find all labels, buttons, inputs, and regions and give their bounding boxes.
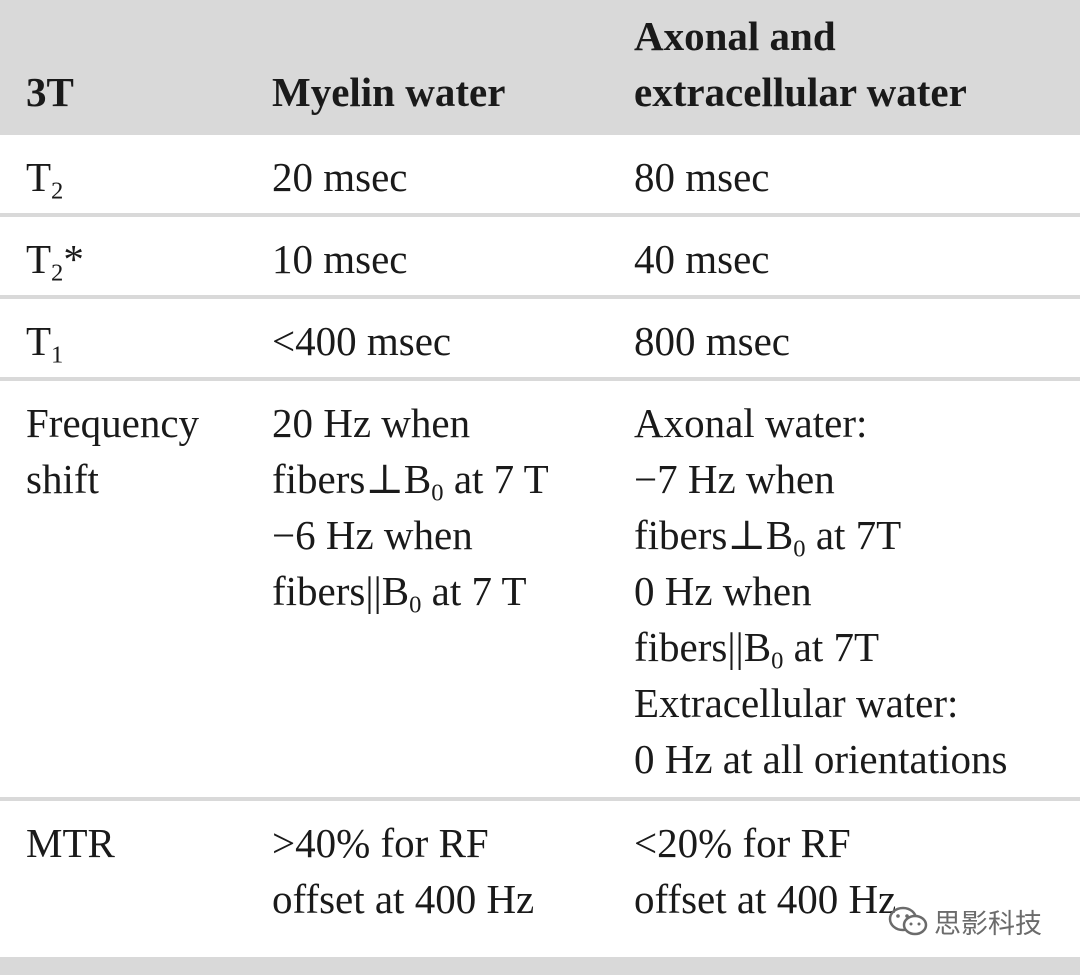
row-label-t2: T2 — [26, 154, 64, 205]
table-row-frequency-shift: Frequency shift 20 Hz when fibers⊥B0 at … — [0, 381, 1080, 797]
table-row-t1: T1 <400 msec 800 msec — [0, 299, 1080, 377]
cell-axonal-t2star: 40 msec — [634, 236, 770, 282]
row-label-t1: T1 — [26, 318, 64, 369]
table-row-mtr: MTR >40% for RF offset at 400 Hz <20% fo… — [0, 801, 1080, 957]
table-row-t2: T2 20 msec 80 msec — [0, 135, 1080, 213]
cell-myelin-mtr: >40% for RF offset at 400 Hz — [272, 820, 535, 922]
table-bottom-band — [0, 961, 1080, 975]
row-label-mtr: MTR — [26, 820, 115, 866]
row-label-frequency-shift: Frequency shift — [26, 400, 200, 502]
header-axonal-extracellular-water: Axonal and extracellular water — [634, 13, 967, 115]
table-header-row: 3T Myelin water Axonal and extracellular… — [0, 0, 1080, 132]
watermark: 思影科技 — [888, 902, 1042, 941]
cell-myelin-t1: <400 msec — [272, 318, 452, 364]
cell-myelin-t2: 20 msec — [272, 154, 408, 200]
header-field-strength: 3T — [26, 69, 74, 115]
row-label-t2star: T2* — [26, 236, 84, 287]
wechat-icon — [888, 906, 928, 935]
cell-axonal-t2: 80 msec — [634, 154, 770, 200]
cell-axonal-t1: 800 msec — [634, 318, 790, 364]
cell-myelin-frequency-shift: 20 Hz when fibers⊥B0 at 7 T −6 Hz when f… — [272, 400, 549, 619]
watermark-text: 思影科技 — [934, 909, 1042, 940]
cell-axonal-frequency-shift: Axonal water: −7 Hz when fibers⊥B0 at 7T… — [634, 400, 1008, 782]
cell-axonal-mtr: <20% for RF offset at 400 Hz — [634, 820, 897, 922]
cell-myelin-t2star: 10 msec — [272, 236, 408, 282]
table-row-t2star: T2* 10 msec 40 msec — [0, 217, 1080, 295]
header-myelin-water: Myelin water — [272, 69, 506, 115]
